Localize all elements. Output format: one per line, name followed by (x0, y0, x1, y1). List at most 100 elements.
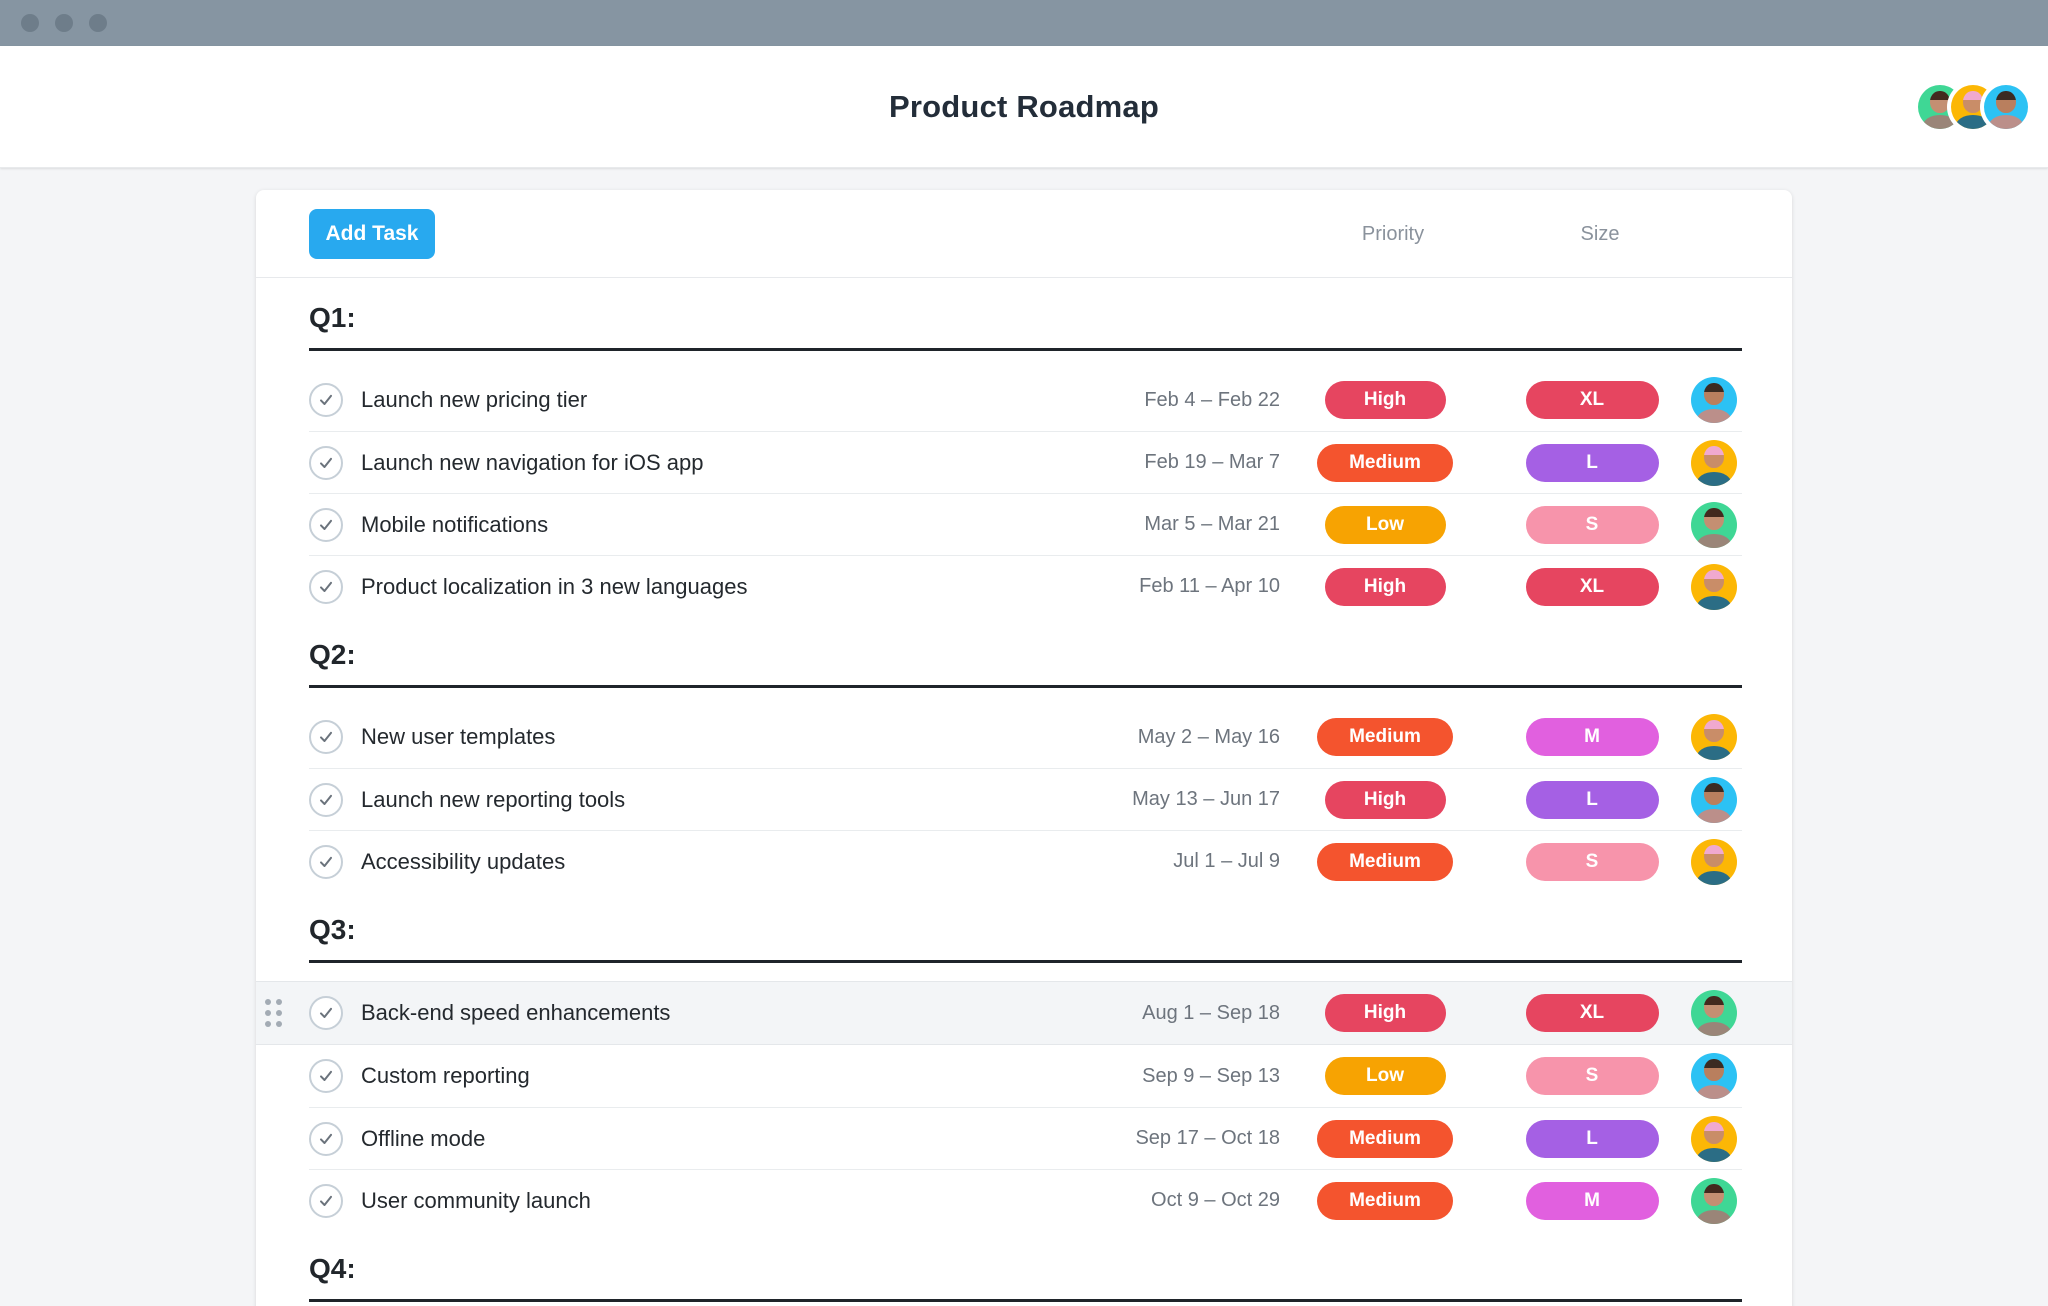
task-complete-checkbox[interactable] (309, 507, 343, 542)
window-control-icon[interactable] (21, 14, 39, 32)
task-complete-checkbox[interactable] (309, 996, 343, 1030)
priority-column-header: Priority (1361, 222, 1425, 245)
size-badge[interactable]: M (1525, 718, 1659, 756)
window-control-icon[interactable] (55, 14, 73, 32)
task-row: Accessibility updates Jul 1 – Jul 9 Medi… (309, 830, 1742, 892)
assignee-avatar[interactable] (1691, 1053, 1737, 1099)
priority-badge[interactable]: Medium (1317, 842, 1453, 881)
size-badge[interactable]: L (1525, 780, 1659, 819)
section-q1: Q1: Launch new pricing tier Feb 4 – Feb … (256, 298, 1792, 617)
task-name[interactable]: Launch new pricing tier (361, 387, 588, 412)
task-dates[interactable]: Feb 19 – Mar 7 (1144, 451, 1280, 473)
page-title: Product Roadmap (889, 88, 1159, 124)
size-badge[interactable]: M (1525, 1181, 1659, 1220)
task-row: Launch new navigation for iOS app Feb 19… (309, 431, 1742, 493)
teammate-avatar[interactable] (1984, 84, 2028, 129)
section-heading[interactable]: Q3: (309, 914, 356, 945)
priority-badge[interactable]: Medium (1317, 1181, 1453, 1220)
task-name[interactable]: User community launch (361, 1187, 591, 1213)
task-name[interactable]: Accessibility updates (361, 848, 566, 874)
size-column-header: Size (1580, 222, 1620, 245)
priority-badge[interactable]: Low (1324, 505, 1446, 544)
assignee-avatar[interactable] (1691, 838, 1737, 885)
task-list-card: Add Task Priority Size Q1: Launch new pr… (256, 190, 1792, 1306)
section-q2: Q2: New user templates May 2 – May 16 Me… (256, 635, 1792, 892)
window-control-icon[interactable] (89, 14, 107, 32)
assignee-avatar[interactable] (1691, 439, 1737, 486)
assignee-avatar[interactable] (1691, 1115, 1737, 1162)
task-dates[interactable]: May 13 – Jun 17 (1132, 788, 1280, 810)
task-dates[interactable]: Jul 1 – Jul 9 (1173, 850, 1280, 872)
size-badge[interactable]: XL (1525, 567, 1659, 606)
task-dates[interactable]: Sep 17 – Oct 18 (1135, 1127, 1280, 1149)
section-heading[interactable]: Q2: (309, 639, 356, 670)
app-header: Product Roadmap (0, 46, 2048, 168)
section-divider (309, 1299, 1742, 1302)
task-complete-checkbox[interactable] (309, 569, 343, 604)
assignee-avatar[interactable] (1691, 563, 1737, 610)
priority-badge[interactable]: High (1324, 567, 1446, 606)
window-title-bar (0, 0, 2048, 46)
task-row: Product localization in 3 new languages … (309, 555, 1742, 617)
task-dates[interactable]: Feb 11 – Apr 10 (1139, 575, 1280, 597)
task-row: New user templates May 2 – May 16 Medium… (309, 706, 1742, 768)
section-q4: Q4: (256, 1249, 1792, 1302)
size-badge[interactable]: XL (1525, 381, 1659, 419)
task-name[interactable]: Launch new navigation for iOS app (361, 449, 704, 475)
assignee-avatar[interactable] (1691, 776, 1737, 823)
task-complete-checkbox[interactable] (309, 782, 343, 817)
task-name[interactable]: Launch new reporting tools (361, 786, 626, 812)
size-badge[interactable]: L (1525, 1119, 1659, 1158)
size-badge[interactable]: XL (1525, 994, 1659, 1032)
task-row: Launch new pricing tier Feb 4 – Feb 22 H… (309, 369, 1742, 431)
add-task-button[interactable]: Add Task (309, 209, 435, 259)
priority-badge[interactable]: High (1324, 381, 1446, 419)
priority-badge[interactable]: Low (1324, 1057, 1446, 1095)
task-row-active: Back-end speed enhancements Aug 1 – Sep … (256, 981, 1792, 1045)
task-dates[interactable]: Aug 1 – Sep 18 (1142, 1001, 1280, 1024)
task-name[interactable]: Back-end speed enhancements (361, 1000, 671, 1025)
section-heading[interactable]: Q4: (309, 1253, 356, 1284)
task-complete-checkbox[interactable] (309, 445, 343, 480)
section-q3: Q3: Back-end speed enhancements Aug 1 – … (256, 910, 1792, 1231)
task-complete-checkbox[interactable] (309, 383, 343, 417)
assignee-avatar[interactable] (1691, 1177, 1737, 1224)
task-complete-checkbox[interactable] (309, 844, 343, 879)
task-dates[interactable]: May 2 – May 16 (1137, 725, 1280, 748)
task-name[interactable]: New user templates (361, 724, 556, 749)
task-dates[interactable]: Feb 4 – Feb 22 (1144, 388, 1280, 411)
task-name[interactable]: Product localization in 3 new languages (361, 573, 748, 599)
priority-badge[interactable]: Medium (1317, 1119, 1453, 1158)
task-row: Custom reporting Sep 9 – Sep 13 Low S (309, 1045, 1742, 1107)
assignee-avatar[interactable] (1691, 377, 1737, 423)
section-divider (309, 960, 1742, 963)
assignee-avatar[interactable] (1691, 501, 1737, 548)
size-badge[interactable]: L (1525, 443, 1659, 482)
priority-badge[interactable]: High (1324, 780, 1446, 819)
priority-badge[interactable]: High (1324, 994, 1446, 1032)
task-row: User community launch Oct 9 – Oct 29 Med… (309, 1169, 1742, 1231)
task-dates[interactable]: Oct 9 – Oct 29 (1151, 1189, 1280, 1211)
task-complete-checkbox[interactable] (309, 1121, 343, 1156)
task-name[interactable]: Custom reporting (361, 1063, 530, 1088)
size-badge[interactable]: S (1525, 505, 1659, 544)
task-complete-checkbox[interactable] (309, 1059, 343, 1093)
assignee-avatar[interactable] (1691, 990, 1737, 1036)
task-row: Mobile notifications Mar 5 – Mar 21 Low … (309, 493, 1742, 555)
size-badge[interactable]: S (1525, 1057, 1659, 1095)
drag-handle-icon[interactable] (265, 999, 282, 1027)
priority-badge[interactable]: Medium (1317, 718, 1453, 756)
task-dates[interactable]: Mar 5 – Mar 21 (1144, 513, 1280, 535)
section-heading[interactable]: Q1: (309, 302, 356, 333)
task-row: Offline mode Sep 17 – Oct 18 Medium L (309, 1107, 1742, 1169)
task-row: Launch new reporting tools May 13 – Jun … (309, 768, 1742, 830)
size-badge[interactable]: S (1525, 842, 1659, 881)
task-name[interactable]: Mobile notifications (361, 511, 549, 537)
header-avatar-group (1918, 84, 2028, 129)
task-name[interactable]: Offline mode (361, 1125, 486, 1151)
task-dates[interactable]: Sep 9 – Sep 13 (1142, 1064, 1280, 1087)
task-complete-checkbox[interactable] (309, 1183, 343, 1218)
priority-badge[interactable]: Medium (1317, 443, 1453, 482)
task-complete-checkbox[interactable] (309, 720, 343, 754)
assignee-avatar[interactable] (1691, 714, 1737, 760)
